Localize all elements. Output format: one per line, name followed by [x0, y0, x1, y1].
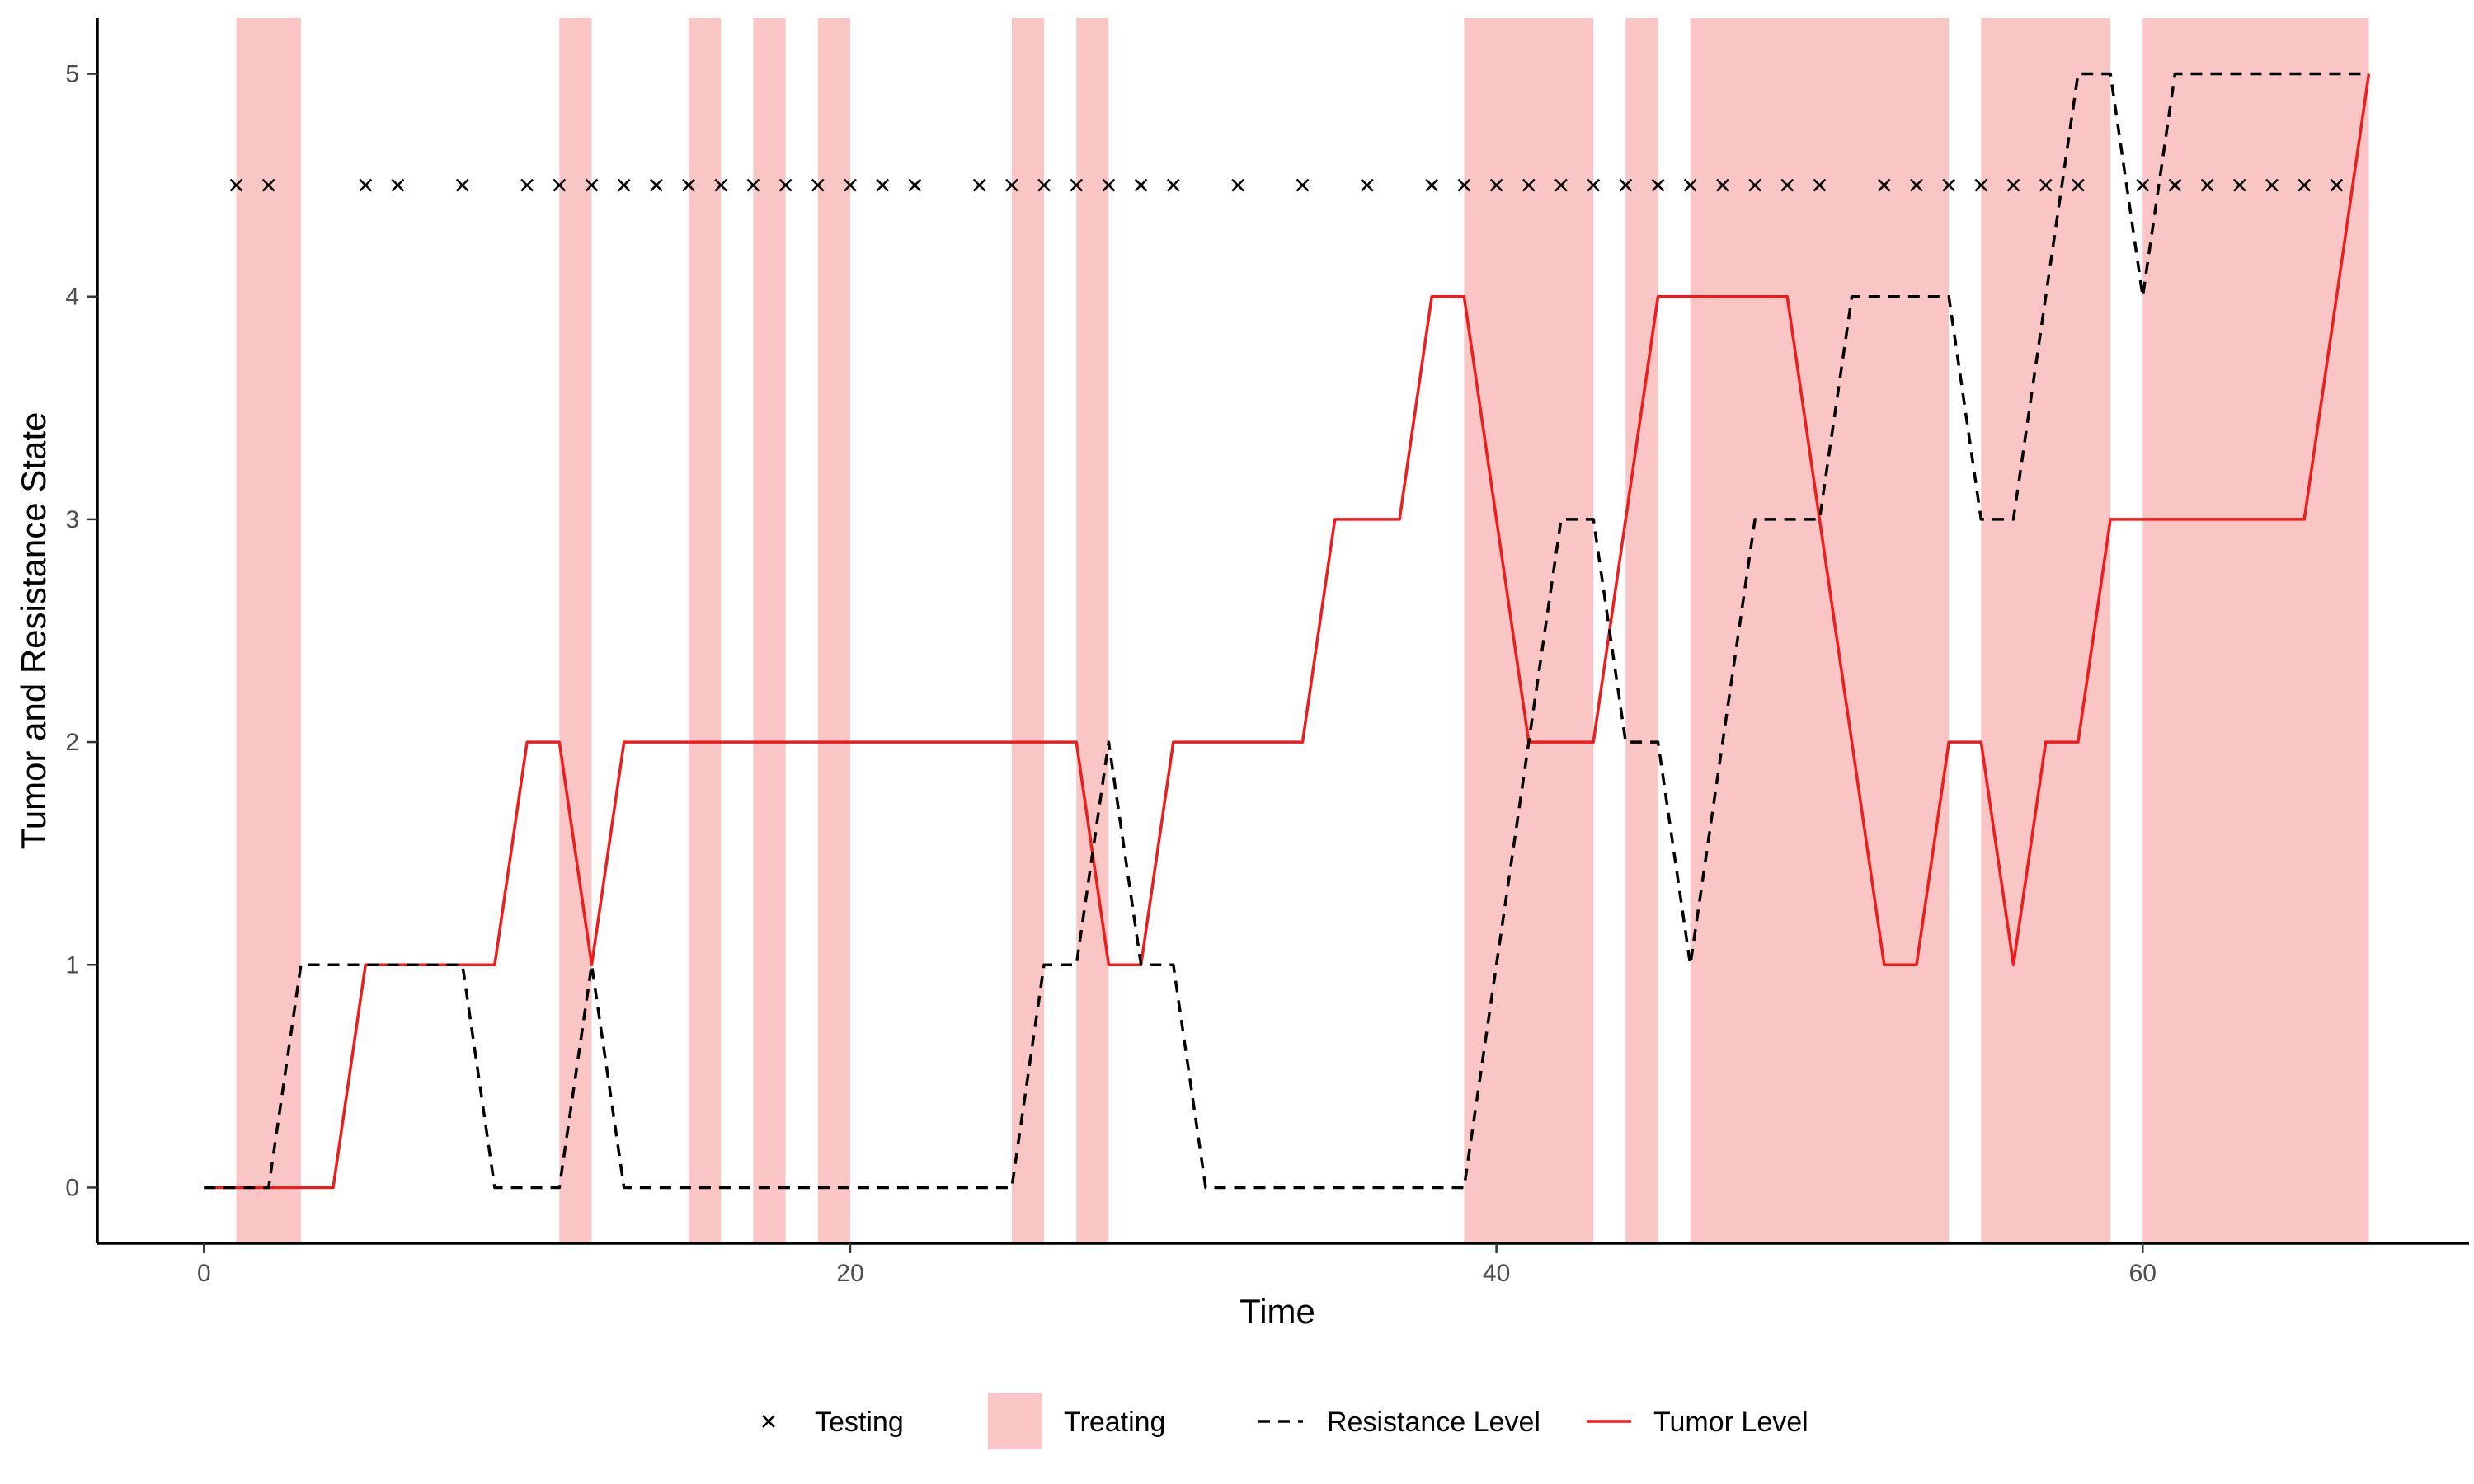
testing-marker	[746, 178, 760, 192]
x-tick-label: 20	[836, 1260, 863, 1287]
testing-marker	[2200, 178, 2214, 192]
series-lines	[204, 72, 2371, 1190]
testing-marker	[229, 178, 243, 192]
treating-band	[1690, 18, 1950, 1243]
legend-treating-label: Treating	[1064, 1407, 1165, 1438]
testing-marker	[1619, 178, 1633, 192]
testing-marker	[811, 178, 825, 192]
treating-band	[753, 18, 786, 1243]
testing-marker	[1780, 178, 1794, 192]
testing-marker	[1296, 178, 1310, 192]
testing-marker	[1134, 178, 1148, 192]
axes	[96, 18, 2469, 1245]
testing-marker	[2168, 178, 2182, 192]
treating-band	[1981, 18, 2111, 1243]
testing-marker	[1457, 178, 1471, 192]
ticks: 0 20 40 60 0 1 2 3 4 5	[65, 61, 2157, 1287]
testing-marker	[972, 178, 986, 192]
testing-marker	[1974, 178, 1988, 192]
testing-marker	[1425, 178, 1439, 192]
testing-marker	[714, 178, 728, 192]
treating-band	[1625, 18, 1658, 1243]
testing-marker	[261, 178, 275, 192]
testing-marker	[2298, 178, 2312, 192]
testing-marker	[2006, 178, 2020, 192]
testing-marker	[1522, 178, 1536, 192]
y-tick-label: 0	[65, 1174, 79, 1201]
testing-marker	[844, 178, 857, 192]
testing-marker	[1004, 178, 1018, 192]
testing-marker	[682, 178, 695, 192]
resistance-line	[204, 72, 2369, 1190]
testing-marker	[1748, 178, 1761, 192]
legend-testing-key	[762, 1415, 775, 1428]
testing-marker	[1037, 178, 1051, 192]
testing-marker	[1102, 178, 1116, 192]
treating-bands	[236, 18, 2369, 1243]
x-tick-label: 0	[197, 1260, 211, 1287]
treating-band	[2142, 18, 2369, 1243]
testing-marker	[1166, 178, 1180, 192]
testing-marker	[1554, 178, 1568, 192]
testing-marker	[778, 178, 793, 192]
x-tick-label: 60	[2129, 1260, 2157, 1287]
treating-band	[817, 18, 850, 1243]
testing-marker	[1360, 178, 1374, 192]
testing-marker	[455, 178, 469, 192]
y-tick-label: 4	[65, 284, 79, 311]
testing-marker	[359, 178, 373, 192]
testing-marker	[1651, 178, 1665, 192]
testing-marker	[2136, 178, 2150, 192]
testing-marker	[876, 178, 890, 192]
legend-testing-label: Testing	[815, 1407, 904, 1438]
testing-marker	[2330, 178, 2344, 192]
y-tick-label: 5	[65, 61, 79, 88]
testing-marker	[908, 178, 922, 192]
legend: Testing Treating Resistance Level Tumor Lev…	[762, 1393, 1808, 1449]
treating-band	[559, 18, 592, 1243]
testing-marker	[1910, 178, 1923, 192]
treating-band	[1076, 18, 1109, 1243]
treating-band	[1011, 18, 1045, 1243]
testing-marker	[1231, 178, 1245, 192]
testing-marker	[1942, 178, 1956, 192]
testing-marker	[1877, 178, 1891, 192]
testing-marker	[2265, 178, 2279, 192]
testing-marker	[585, 178, 599, 192]
testing-marker	[1587, 178, 1601, 192]
legend-resistance-label: Resistance Level	[1327, 1407, 1540, 1438]
y-tick-label: 3	[65, 506, 79, 533]
testing-marker	[553, 178, 567, 192]
testing-marker	[1715, 178, 1729, 192]
testing-marker	[617, 178, 631, 192]
testing-markers	[229, 178, 2344, 192]
y-axis-title: Tumor and Resistance State	[14, 412, 53, 850]
testing-marker	[520, 178, 534, 192]
x-tick-label: 40	[1483, 1260, 1510, 1287]
testing-marker	[2232, 178, 2246, 192]
legend-tumor-label: Tumor Level	[1653, 1407, 1808, 1438]
treating-band	[236, 18, 301, 1243]
testing-marker	[1489, 178, 1503, 192]
testing-marker	[1813, 178, 1827, 192]
y-tick-label: 1	[65, 951, 79, 979]
testing-marker	[2072, 178, 2085, 192]
tumor-line	[204, 73, 2371, 1190]
testing-marker	[1070, 178, 1084, 192]
x-axis-title: Time	[1239, 1292, 1315, 1331]
testing-marker	[2039, 178, 2053, 192]
testing-marker	[1683, 178, 1697, 192]
treating-band	[689, 18, 722, 1243]
testing-marker	[649, 178, 663, 192]
y-tick-label: 2	[65, 729, 79, 756]
legend-treating-key	[988, 1393, 1042, 1449]
testing-marker	[391, 178, 405, 192]
